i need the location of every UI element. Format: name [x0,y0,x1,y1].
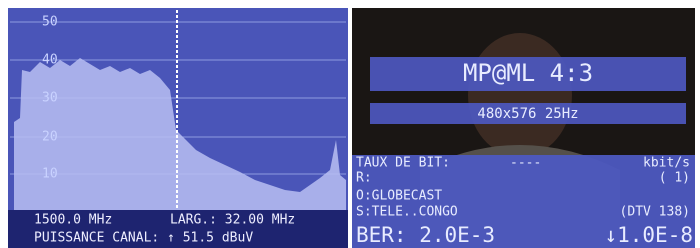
bit-rate-value: ---- [510,156,541,171]
ber-post: ↓1.0E-8 [604,223,693,247]
scale-label: 30 [42,91,58,106]
scale-label: 40 [42,53,58,68]
scale-label: 20 [42,130,58,145]
ber: BER: 2.0E-3 [356,223,495,247]
spectrum-panel: 50 40 30 20 10 1500.0 MHz LARG.: 32.00 M… [8,8,348,248]
bit-rate-label: TAUX DE BIT: [356,156,450,171]
bit-rate-unit: kbit/s [643,156,690,171]
r-label: R: [356,171,372,186]
resolution: 480x576 25Hz [477,106,578,122]
video-panel: MP@ML 4:3 480x576 25Hz TAUX DE BIT: ----… [352,8,695,248]
bandwidth: LARG.: 32.00 MHz [170,213,295,228]
provider: O:GLOBECAST [356,189,442,204]
video-format: MP@ML 4:3 [463,59,593,87]
frequency: 1500.0 MHz [34,213,112,228]
channel-power: PUISSANCE CANAL: ↑ 51.5 dBuV [34,231,253,246]
video-face [468,33,572,157]
service-info: (DTV 138) [620,205,690,220]
service: S:TELE..CONGO [356,205,458,220]
r-value: ( 1) [659,171,690,186]
screenshot: 50 40 30 20 10 1500.0 MHz LARG.: 32.00 M… [0,0,700,248]
scale-label: 10 [42,167,58,182]
scale-label: 50 [42,15,58,30]
